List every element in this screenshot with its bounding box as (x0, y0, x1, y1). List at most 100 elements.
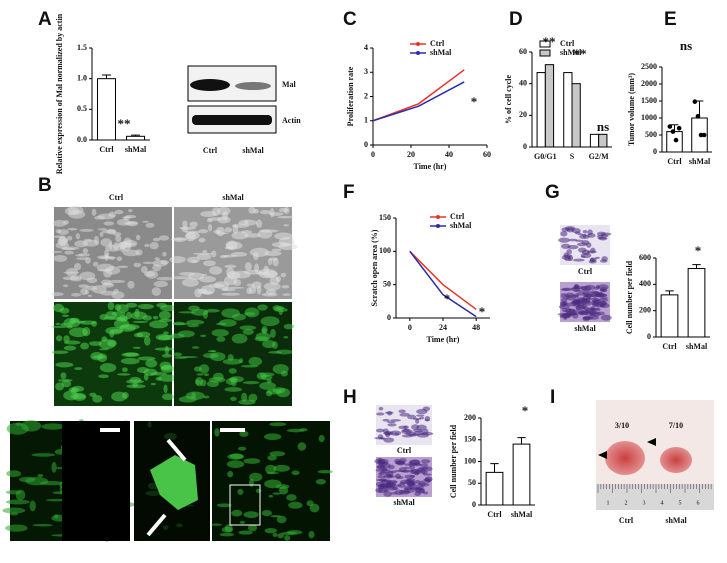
cell-texture (133, 262, 142, 268)
cell-texture (210, 350, 217, 353)
bar (598, 133, 608, 148)
cell-texture (601, 289, 608, 293)
y-tick-label: 100 (464, 456, 476, 465)
cell-texture (276, 515, 287, 524)
y-tick-label: 500 (645, 130, 657, 139)
bar (544, 64, 555, 148)
cell-texture (163, 331, 169, 335)
cell-texture (272, 258, 279, 267)
cell-texture (403, 466, 411, 469)
cell-texture (263, 433, 282, 441)
x-axis-label: Time (hr) (414, 162, 447, 171)
cell-texture (380, 479, 393, 484)
cell-texture (191, 392, 197, 399)
cell-texture (255, 332, 271, 341)
cell-texture (104, 253, 109, 262)
cell-texture (269, 451, 286, 457)
cell-texture (147, 482, 159, 490)
dark (62, 421, 130, 541)
cell-texture (153, 280, 169, 288)
arrowhead (647, 438, 656, 446)
cell-texture (378, 461, 389, 466)
cell-texture (212, 372, 224, 381)
cell-texture (219, 319, 237, 327)
cell-texture (105, 244, 122, 252)
cell-texture (270, 328, 276, 338)
cell-texture (597, 298, 609, 302)
cell-texture (238, 530, 253, 535)
cell-texture (568, 238, 578, 242)
cell-texture (596, 234, 603, 239)
cell-texture (419, 463, 429, 467)
cell-texture (424, 415, 431, 422)
cell-texture (58, 235, 68, 245)
cell-texture (422, 491, 429, 495)
legend-label: Ctrl (430, 39, 445, 48)
cell-texture (102, 282, 113, 286)
y-tick-label: 0 (523, 142, 527, 151)
cell-texture (57, 229, 69, 235)
cell-texture (263, 282, 281, 291)
cell-texture (61, 247, 76, 251)
cell-texture (107, 301, 115, 311)
cell-texture (211, 250, 217, 258)
cell-texture (76, 257, 89, 261)
cell-texture (60, 322, 67, 327)
error-bar (102, 74, 111, 79)
cell-texture (275, 484, 290, 489)
cell-texture (249, 247, 270, 257)
cell-texture (87, 294, 93, 297)
error-bar (665, 290, 674, 295)
cell-texture (255, 488, 262, 493)
cell-texture (55, 322, 61, 326)
cell-texture (423, 428, 429, 434)
cell-texture (582, 308, 589, 315)
cell-texture (227, 354, 234, 361)
annotation: ** (118, 116, 131, 131)
cell-texture (203, 260, 216, 267)
cell-texture (230, 251, 248, 257)
blot-label: Actin (282, 116, 301, 125)
cell-texture (206, 218, 213, 223)
cell-texture (145, 490, 162, 496)
cell-texture (169, 256, 186, 264)
cell-texture (62, 314, 69, 317)
cell-texture (126, 379, 144, 384)
cell-texture (226, 267, 235, 278)
cell-texture (135, 249, 143, 256)
cell-texture (283, 335, 289, 339)
point (670, 129, 676, 134)
ruler-number: 1 (607, 500, 610, 506)
x-tick-label: 20 (407, 150, 415, 159)
cell-texture (51, 461, 57, 473)
cell-texture (262, 339, 276, 349)
cell-texture (66, 235, 73, 241)
cell-texture (51, 325, 70, 328)
y-tick-label: 0 (387, 313, 391, 322)
cell-texture (227, 470, 234, 478)
cell-texture (56, 466, 64, 470)
cell-texture (64, 250, 74, 255)
cell-texture (261, 328, 267, 334)
cell-texture (125, 311, 132, 320)
panel-letter: H (343, 387, 357, 408)
cell-texture (577, 247, 587, 253)
x-tick-label: Ctrl (667, 157, 682, 166)
image-label: shMal (393, 498, 415, 507)
cell-texture (29, 500, 36, 512)
annotation: * (522, 403, 529, 418)
cell-texture (122, 367, 128, 373)
point (676, 125, 682, 131)
cell-texture (182, 220, 188, 228)
cell-texture (149, 320, 169, 329)
cell-texture (399, 412, 411, 417)
cell-texture (259, 381, 276, 391)
cell-texture (558, 304, 570, 310)
cell-texture (565, 310, 572, 313)
y-tick-label: 0 (647, 332, 651, 341)
cell-texture (79, 228, 94, 232)
image-label: shMal (574, 324, 596, 333)
cell-texture (208, 283, 225, 288)
cell-texture (560, 292, 566, 299)
cell-texture (208, 223, 213, 232)
